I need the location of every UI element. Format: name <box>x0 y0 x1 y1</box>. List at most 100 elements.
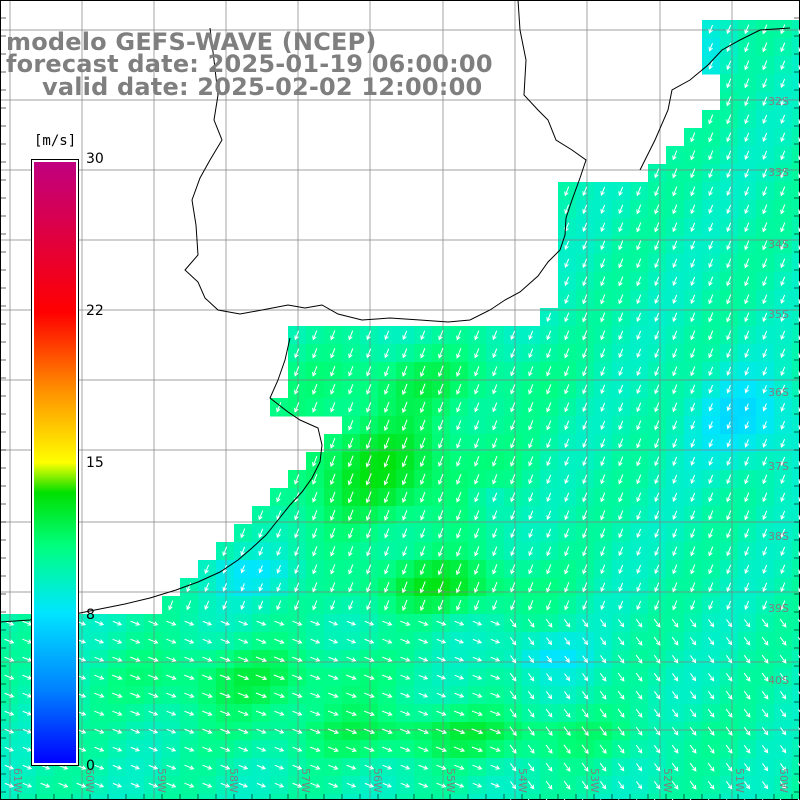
wind-arrow <box>312 402 318 413</box>
wind-arrow <box>420 348 426 359</box>
wind-arrow <box>418 674 429 680</box>
wind-arrow <box>454 710 465 716</box>
wind-arrow <box>330 384 336 395</box>
wind-arrow <box>184 746 195 752</box>
wind-arrow <box>636 492 642 503</box>
wind-arrow <box>617 672 625 682</box>
wind-arrow <box>744 276 750 287</box>
wind-arrow <box>762 582 768 593</box>
wind-arrow <box>474 402 480 413</box>
wind-arrow <box>166 674 177 680</box>
wind-arrow <box>366 402 372 413</box>
wind-arrow <box>419 455 426 468</box>
wind-arrow <box>654 276 660 287</box>
wind-arrow <box>636 402 642 413</box>
wind-arrow <box>510 366 516 377</box>
speed-cell <box>792 74 800 93</box>
wind-arrow <box>528 582 534 593</box>
wind-arrow <box>654 384 660 395</box>
wind-arrow <box>384 600 390 611</box>
wind-arrow <box>238 764 249 770</box>
wind-arrow <box>672 456 678 467</box>
wind-arrow <box>294 474 300 485</box>
wind-arrow <box>581 690 589 700</box>
wind-arrow <box>347 491 354 504</box>
wind-arrow <box>617 726 625 736</box>
wind-arrow <box>437 383 444 396</box>
wind-arrow <box>489 746 501 752</box>
wind-arrow <box>636 456 642 467</box>
wind-arrow <box>363 692 375 698</box>
wind-arrow <box>4 674 15 680</box>
wind-arrow <box>546 420 552 431</box>
speed-cell <box>270 794 289 800</box>
wind-arrow <box>654 546 660 557</box>
wind-arrow <box>112 692 123 698</box>
wind-arrow <box>330 348 336 359</box>
wind-arrow <box>564 655 570 663</box>
wind-arrow <box>419 473 426 486</box>
wind-arrow <box>220 746 231 752</box>
wind-arrow <box>294 528 300 539</box>
speed-cell <box>324 794 343 800</box>
speed-cell <box>630 794 649 800</box>
wind-arrow <box>689 618 697 628</box>
wind-arrow <box>564 330 570 341</box>
wind-arrow <box>654 294 660 305</box>
speed-cell <box>306 794 325 800</box>
wind-arrow <box>437 581 444 594</box>
wind-arrow <box>671 673 679 682</box>
wind-arrow <box>762 348 768 358</box>
speed-cell <box>792 20 800 39</box>
speed-cell <box>162 794 181 800</box>
wind-arrow <box>366 419 372 431</box>
wind-arrow <box>418 656 429 662</box>
wind-arrow <box>617 763 625 772</box>
wind-arrow <box>400 692 411 698</box>
wind-arrow <box>400 764 411 770</box>
wind-arrow <box>743 690 751 700</box>
wind-arrow <box>581 726 589 737</box>
wind-arrow <box>222 600 228 611</box>
wind-arrow <box>346 620 357 626</box>
wind-arrow <box>366 384 372 395</box>
wind-arrow <box>202 656 213 662</box>
wind-arrow <box>258 565 263 574</box>
wind-arrow <box>292 728 303 734</box>
wind-arrow <box>274 782 285 788</box>
wind-arrow <box>453 728 466 735</box>
wind-arrow <box>112 674 123 680</box>
wind-arrow <box>635 744 643 754</box>
wind-arrow <box>363 710 375 716</box>
wind-arrow <box>365 473 372 486</box>
wind-arrow <box>492 366 498 377</box>
wind-vectors <box>4 24 800 800</box>
wind-arrow <box>618 528 624 539</box>
wind-arrow <box>546 348 552 359</box>
wind-arrow <box>581 619 589 628</box>
wind-arrow <box>708 421 713 430</box>
wind-arrow <box>690 564 696 575</box>
wind-arrow <box>276 402 282 413</box>
wind-arrow <box>184 638 195 644</box>
wind-arrow <box>474 456 480 467</box>
wind-arrow <box>438 455 444 467</box>
latitude-label: 32S <box>768 95 789 108</box>
coastline <box>0 0 791 623</box>
wind-arrow <box>345 710 357 716</box>
wind-arrow <box>527 726 535 736</box>
wind-arrow <box>564 637 571 646</box>
wind-arrow <box>762 781 769 790</box>
wind-arrow <box>294 348 300 359</box>
wind-arrow <box>654 582 660 593</box>
wind-arrow <box>346 764 357 770</box>
speed-cell <box>486 794 505 800</box>
wind-arrow <box>762 24 768 35</box>
wind-arrow <box>329 491 336 504</box>
wind-arrow <box>545 691 553 700</box>
wind-arrow <box>204 600 210 611</box>
wind-arrow <box>546 312 552 323</box>
wind-arrow <box>635 672 643 682</box>
wind-arrow <box>545 780 553 790</box>
speed-cell <box>792 596 800 615</box>
